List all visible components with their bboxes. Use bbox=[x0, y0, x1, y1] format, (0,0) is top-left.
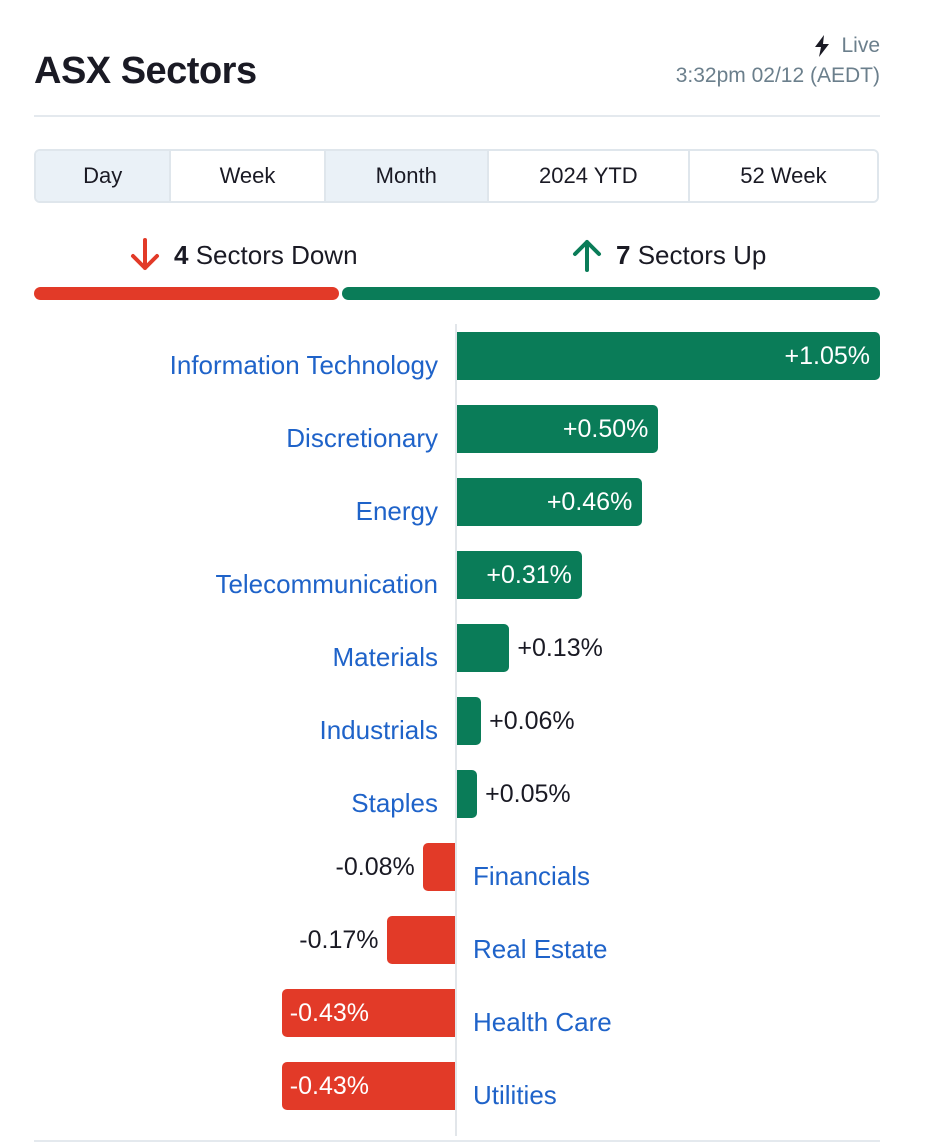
value-label-telecommunication: +0.31% bbox=[486, 561, 572, 589]
sector-link-health-care[interactable]: Health Care bbox=[473, 1007, 612, 1037]
sectors-down-count: 4 bbox=[174, 239, 189, 270]
tab-day[interactable]: Day bbox=[36, 151, 172, 201]
bar-energy bbox=[457, 478, 643, 526]
sectors-down-label: Sectors Down bbox=[195, 239, 358, 270]
timestamp: 3:32pm 02/12 (AEDT) bbox=[675, 64, 880, 87]
value-label-health-care: -0.43% bbox=[289, 999, 369, 1027]
tab-week[interactable]: Week bbox=[171, 151, 326, 201]
sector-link-financials[interactable]: Financials bbox=[473, 861, 591, 891]
bar-utilities bbox=[281, 1062, 455, 1110]
value-label-energy: +0.46% bbox=[546, 488, 633, 516]
value-label-staples: +0.05% bbox=[485, 780, 571, 808]
value-label-utilities: -0.43% bbox=[289, 1072, 369, 1100]
sectors-up-summary: 7 Sectors Up bbox=[570, 230, 766, 280]
live-indicator: Live bbox=[813, 34, 880, 58]
bar-industrials bbox=[457, 697, 482, 745]
sector-link-utilities[interactable]: Utilities bbox=[473, 1080, 557, 1110]
value-label-materials: +0.13% bbox=[517, 634, 603, 662]
bar-information-technology bbox=[457, 332, 880, 380]
page-title: ASX Sectors bbox=[34, 50, 257, 92]
sector-link-telecommunication[interactable]: Telecommunication bbox=[215, 569, 438, 599]
zero-axis-line bbox=[455, 324, 457, 1136]
lightning-icon bbox=[815, 35, 830, 57]
bar-health-care bbox=[281, 989, 455, 1037]
bar-telecommunication bbox=[457, 551, 582, 599]
tab-month[interactable]: Month bbox=[325, 151, 489, 201]
tab-52-week[interactable]: 52 Week bbox=[689, 151, 877, 201]
sector-link-industrials[interactable]: Industrials bbox=[319, 715, 439, 745]
sector-bar-chart: +1.05% Information Technology +0.50% Discre… bbox=[0, 320, 940, 1144]
sectors-down-ratio-bar bbox=[34, 287, 339, 300]
bar-financials bbox=[422, 843, 455, 891]
sector-link-discretionary[interactable]: Discretionary bbox=[286, 423, 438, 453]
sector-link-energy[interactable]: Energy bbox=[355, 496, 438, 526]
bar-real-estate bbox=[386, 916, 455, 964]
sector-link-materials[interactable]: Materials bbox=[332, 642, 438, 672]
footer-divider bbox=[34, 1140, 880, 1142]
bar-discretionary bbox=[457, 405, 659, 453]
sectors-up-count: 7 bbox=[616, 239, 631, 270]
period-tabs: Day Week Month 2024 YTD 52 Week bbox=[34, 149, 879, 203]
sectors-up-ratio-bar bbox=[342, 287, 880, 300]
sector-link-staples[interactable]: Staples bbox=[351, 788, 438, 818]
value-label-real-estate: -0.17% bbox=[299, 926, 379, 954]
sectors-up-label: Sectors Up bbox=[637, 239, 767, 270]
sector-link-real-estate[interactable]: Real Estate bbox=[473, 934, 608, 964]
bar-staples bbox=[457, 770, 478, 818]
value-label-industrials: +0.06% bbox=[489, 707, 575, 735]
tab-2024-ytd[interactable]: 2024 YTD bbox=[488, 151, 690, 201]
sectors-down-summary: 4 Sectors Down bbox=[128, 230, 358, 280]
value-label-discretionary: +0.50% bbox=[562, 415, 649, 443]
value-label-financials: -0.08% bbox=[335, 853, 415, 881]
arrow-down-icon bbox=[131, 238, 159, 270]
sector-link-information-technology[interactable]: Information Technology bbox=[169, 350, 438, 380]
value-label-information-technology: +1.05% bbox=[784, 342, 871, 370]
header-divider bbox=[34, 115, 880, 117]
arrow-up-icon bbox=[573, 240, 601, 272]
bar-materials bbox=[457, 624, 510, 672]
live-label: Live bbox=[841, 34, 880, 57]
